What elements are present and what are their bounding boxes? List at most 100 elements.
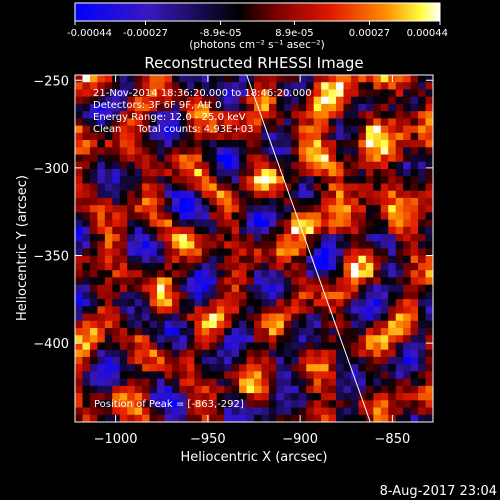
heatmap-cell (112, 212, 121, 220)
heatmap-cell (127, 299, 136, 307)
heatmap-cell (112, 190, 121, 199)
heatmap-cell (75, 328, 83, 336)
heatmap-cell (276, 320, 285, 329)
heatmap-cell (291, 270, 300, 278)
heatmap-cell (291, 75, 300, 83)
heatmap-cell (403, 89, 411, 98)
heatmap-cell (112, 291, 121, 300)
heatmap-cell (186, 270, 195, 278)
heatmap-cell (358, 168, 367, 177)
heatmap-cell (380, 313, 389, 322)
heatmap-cell (283, 132, 292, 141)
heatmap-cell (246, 147, 255, 155)
heatmap-cell (216, 147, 225, 155)
heatmap-cell (201, 356, 210, 365)
heatmap-cell (164, 407, 173, 416)
heatmap-cell (209, 255, 218, 264)
heatmap-cell (283, 291, 292, 300)
heatmap-cell (268, 262, 277, 271)
heatmap-cell (276, 147, 285, 155)
heatmap-cell (164, 89, 173, 98)
heatmap-cell (201, 205, 210, 213)
heatmap-cell (127, 349, 136, 358)
heatmap-cell (224, 364, 232, 372)
heatmap-cell (313, 320, 322, 329)
heatmap-cell (194, 132, 203, 141)
heatmap-cell (142, 161, 150, 170)
heatmap-cell (328, 96, 337, 105)
heatmap-cell (142, 407, 150, 416)
heatmap-cell (112, 111, 121, 119)
heatmap-cell (157, 219, 165, 228)
heatmap-cell (209, 96, 218, 105)
heatmap-cell (373, 154, 382, 163)
heatmap-cell (373, 356, 382, 365)
heatmap-cell (306, 356, 315, 365)
heatmap-cell (82, 176, 91, 184)
heatmap-cell (157, 96, 165, 105)
heatmap-cell (254, 277, 262, 285)
heatmap-cell (149, 349, 158, 358)
heatmap-cell (298, 89, 307, 98)
heatmap-cell (336, 212, 344, 220)
heatmap-cell (336, 255, 344, 264)
heatmap-cell (186, 248, 195, 257)
heatmap-cell (343, 132, 352, 141)
heatmap-cell (112, 96, 121, 105)
heatmap-cell (306, 205, 315, 213)
heatmap-cell (418, 154, 426, 163)
heatmap-cell (164, 111, 173, 119)
heatmap-cell (410, 385, 419, 394)
heatmap-cell (89, 320, 98, 329)
heatmap-cell (388, 190, 397, 199)
heatmap-cell (365, 161, 374, 170)
heatmap-cell (201, 118, 210, 126)
heatmap-cell (410, 313, 419, 322)
heatmap-cell (134, 96, 143, 105)
heatmap-cell (350, 234, 359, 242)
heatmap-cell (336, 147, 344, 155)
heatmap-cell (254, 89, 262, 98)
heatmap-cell (410, 96, 419, 105)
heatmap-cell (358, 328, 367, 336)
heatmap-cell (186, 161, 195, 170)
heatmap-cell (395, 342, 404, 351)
heatmap-cell (209, 335, 218, 343)
heatmap-cell (186, 414, 195, 422)
heatmap-cell (157, 335, 165, 343)
heatmap-cell (306, 407, 315, 416)
heatmap-cell (313, 371, 322, 379)
heatmap-cell (328, 414, 337, 422)
heatmap-cell (336, 75, 344, 83)
heatmap-cell (425, 349, 433, 358)
heatmap-cell (358, 248, 367, 257)
heatmap-cell (298, 313, 307, 322)
heatmap-cell (134, 89, 143, 98)
heatmap-cell (149, 385, 158, 394)
heatmap-cell (328, 75, 337, 83)
heatmap-cell (164, 125, 173, 134)
heatmap-cell (276, 313, 285, 322)
heatmap-cell (380, 118, 389, 126)
heatmap-cell (209, 205, 218, 213)
heatmap-cell (410, 291, 419, 300)
heatmap-cell (328, 140, 337, 148)
heatmap-cell (291, 140, 300, 148)
heatmap-cell (112, 168, 121, 177)
heatmap-cell (216, 183, 225, 192)
heatmap-cell (254, 212, 262, 220)
heatmap-cell (216, 356, 225, 365)
heatmap-cell (164, 400, 173, 408)
heatmap-cell (239, 385, 247, 394)
heatmap-cell (112, 400, 121, 408)
heatmap-cell (328, 111, 337, 119)
heatmap-cell (239, 262, 247, 271)
heatmap-cell (395, 364, 404, 372)
heatmap-cell (179, 226, 188, 235)
heatmap-cell (380, 89, 389, 98)
heatmap-cell (127, 226, 136, 235)
heatmap-cell (283, 385, 292, 394)
heatmap-cell (201, 89, 210, 98)
heatmap-cell (194, 154, 203, 163)
heatmap-cell (388, 248, 397, 257)
